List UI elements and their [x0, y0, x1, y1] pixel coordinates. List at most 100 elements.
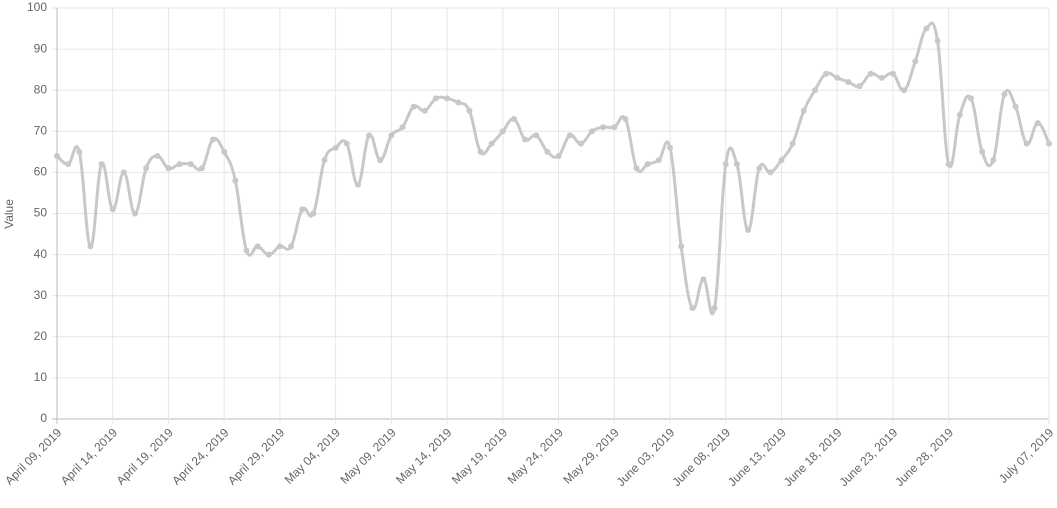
point	[945, 161, 952, 168]
point	[444, 95, 451, 102]
point	[566, 132, 573, 139]
point	[622, 115, 629, 122]
point	[544, 148, 551, 155]
point	[644, 161, 651, 168]
point	[789, 140, 796, 147]
point	[600, 124, 607, 131]
x-tick-label: June 28, 2019	[892, 425, 956, 489]
x-tick-label: June 13, 2019	[725, 425, 789, 489]
point	[310, 210, 317, 217]
point	[700, 276, 707, 283]
point	[722, 161, 729, 168]
point	[455, 99, 462, 106]
point	[176, 161, 183, 168]
point	[967, 95, 974, 102]
point	[354, 181, 361, 188]
point	[733, 161, 740, 168]
x-tick-label: July 07, 2019	[996, 425, 1057, 486]
point	[87, 243, 94, 250]
point	[477, 148, 484, 155]
point	[667, 144, 674, 151]
y-tick-label: 10	[34, 370, 48, 384]
point	[54, 152, 60, 159]
point	[811, 87, 818, 94]
point	[689, 305, 696, 312]
point	[466, 107, 473, 114]
point	[198, 165, 205, 172]
point	[711, 305, 718, 312]
point	[611, 124, 618, 131]
point	[934, 37, 941, 44]
x-tick-label: May 09, 2019	[337, 425, 399, 487]
y-tick-label: 70	[34, 123, 48, 137]
point	[856, 83, 863, 90]
point	[633, 165, 640, 172]
x-tick-label: June 08, 2019	[669, 425, 733, 489]
y-tick-label: 40	[34, 247, 48, 261]
point	[332, 144, 339, 151]
point	[399, 124, 406, 131]
point	[221, 148, 228, 155]
point	[210, 136, 217, 143]
point	[1012, 103, 1019, 110]
point	[533, 132, 540, 139]
point	[510, 115, 517, 122]
y-tick-label: 50	[34, 206, 48, 220]
point	[243, 247, 250, 254]
point	[912, 58, 919, 65]
point	[254, 243, 261, 250]
point	[488, 140, 495, 147]
point	[990, 157, 997, 164]
point	[377, 157, 384, 164]
x-tick-label: May 19, 2019	[449, 425, 511, 487]
y-tick-label: 20	[34, 329, 48, 343]
point	[343, 140, 350, 147]
point	[589, 128, 596, 135]
point	[165, 165, 172, 172]
y-tick-label: 80	[34, 82, 48, 96]
point	[388, 132, 395, 139]
point	[823, 70, 830, 77]
x-tick-label: April 19, 2019	[114, 425, 176, 487]
point	[1034, 120, 1041, 127]
point	[889, 70, 896, 77]
point	[923, 25, 930, 32]
point	[522, 136, 529, 143]
point	[143, 165, 150, 172]
y-tick-label: 100	[27, 0, 47, 14]
point	[65, 161, 72, 168]
point	[288, 243, 295, 250]
x-tick-label: April 14, 2019	[58, 425, 120, 487]
point	[845, 78, 852, 85]
point	[878, 74, 885, 81]
y-axis-label: Value	[2, 199, 16, 229]
point	[1023, 140, 1030, 147]
point	[678, 243, 685, 250]
x-tick-label: June 03, 2019	[614, 425, 678, 489]
point	[745, 226, 752, 233]
point	[901, 87, 908, 94]
point	[956, 111, 963, 118]
point	[299, 206, 306, 213]
line	[55, 21, 1051, 316]
point	[421, 107, 428, 114]
point	[120, 169, 127, 176]
point	[132, 210, 139, 217]
point	[432, 95, 439, 102]
point	[76, 148, 83, 155]
point	[1001, 91, 1008, 98]
x-tick-label: April 29, 2019	[225, 425, 287, 487]
x-tick-label: May 29, 2019	[560, 425, 622, 487]
point	[555, 152, 562, 159]
point	[232, 177, 239, 184]
point	[499, 128, 506, 135]
point	[154, 152, 161, 159]
point	[366, 132, 373, 139]
x-tick-label: May 24, 2019	[505, 425, 567, 487]
point	[655, 157, 662, 164]
x-tick-label: April 24, 2019	[169, 425, 231, 487]
point	[187, 161, 194, 168]
point	[800, 107, 807, 114]
point	[767, 169, 774, 176]
